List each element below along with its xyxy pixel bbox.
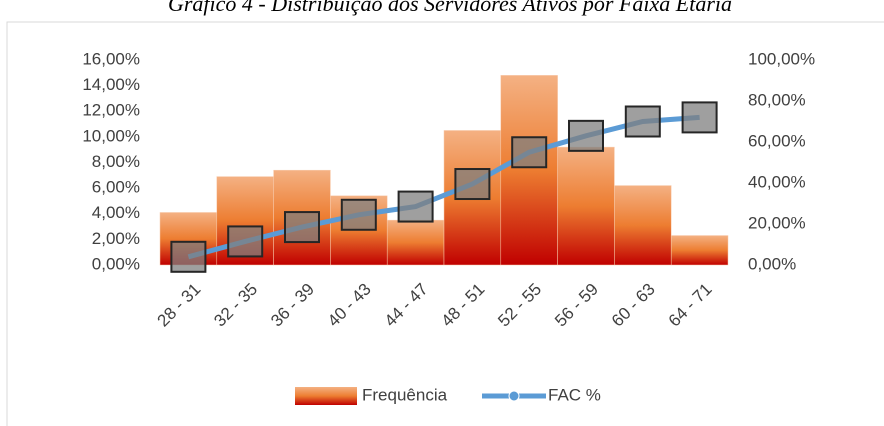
bar: [500, 75, 558, 266]
bar: [557, 146, 615, 266]
x-tick-label: 44 - 47: [381, 280, 432, 331]
line-marker: [227, 225, 264, 258]
y-tick-label: 4,00%: [92, 203, 140, 222]
y-tick-label: 2,00%: [92, 229, 140, 248]
x-tick-label: 64 - 71: [665, 280, 716, 331]
x-tick-label: 60 - 63: [608, 280, 659, 331]
x-tick-label: 56 - 59: [551, 280, 602, 331]
bar: [614, 185, 672, 266]
legend-swatch: [508, 390, 520, 402]
y2-tick-label: 60,00%: [748, 131, 806, 150]
y-tick-label: 6,00%: [92, 178, 140, 197]
chart-frame: [6, 21, 884, 426]
x-tick-label: 40 - 43: [324, 280, 375, 331]
y2-tick-label: 0,00%: [748, 254, 796, 273]
x-tick-label: 36 - 39: [267, 280, 318, 331]
legend-label: Frequência: [362, 385, 448, 404]
y2-tick-label: 80,00%: [748, 90, 806, 109]
line-marker: [170, 240, 207, 273]
x-tick-label: 28 - 31: [154, 280, 205, 331]
x-tick-label: 52 - 55: [494, 280, 545, 331]
y2-tick-label: 100,00%: [748, 49, 815, 68]
x-tick-label: 32 - 35: [210, 280, 261, 331]
line-marker: [511, 136, 548, 169]
line-marker: [624, 105, 661, 138]
line-marker: [340, 198, 377, 231]
line-marker: [397, 190, 434, 223]
chart-title: Gráfico 4 - Distribuição dos Servidores …: [168, 0, 732, 16]
y-tick-label: 12,00%: [82, 101, 140, 120]
line: [187, 114, 700, 260]
legend-label: FAC %: [548, 385, 601, 404]
y2-tick-label: 20,00%: [748, 213, 806, 232]
y-tick-label: 14,00%: [82, 75, 140, 94]
y-tick-label: 8,00%: [92, 152, 140, 171]
bar: [670, 235, 729, 266]
line-marker: [681, 101, 718, 134]
line-marker: [454, 168, 491, 201]
y-tick-label: 0,00%: [92, 254, 140, 273]
line-marker: [568, 119, 604, 152]
y-tick-label: 16,00%: [82, 49, 140, 68]
y2-tick-label: 40,00%: [748, 172, 806, 191]
line-marker: [284, 211, 320, 244]
x-tick-label: 48 - 51: [438, 280, 489, 331]
bar: [386, 219, 445, 266]
legend-swatch: [295, 387, 357, 405]
y-tick-label: 10,00%: [82, 126, 140, 145]
